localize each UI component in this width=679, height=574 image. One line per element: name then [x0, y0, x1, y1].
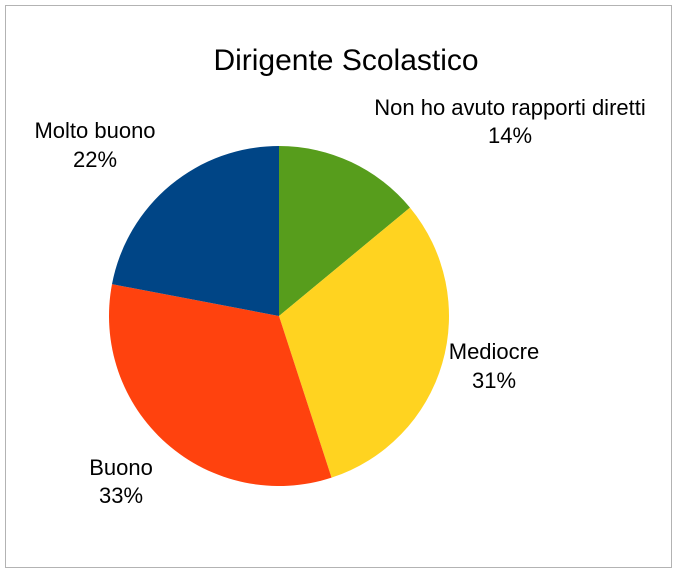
slice-label-1: Non ho avuto rapporti diretti — [374, 95, 646, 120]
slice-value-2: 31% — [472, 368, 516, 393]
chart-title: Dirigente Scolastico — [213, 44, 478, 77]
pie-slice-4 — [112, 146, 279, 316]
slice-value-1: 14% — [488, 123, 532, 148]
pie-slice-3 — [108, 284, 332, 486]
slice-value-3: 33% — [99, 483, 143, 508]
slice-label-3: Buono — [89, 455, 153, 480]
pie-slices — [108, 146, 450, 486]
pie-slice-2 — [279, 207, 450, 478]
slice-label-2: Mediocre — [449, 339, 539, 364]
slice-label-4: Molto buono — [34, 118, 155, 143]
slice-value-4: 22% — [73, 147, 117, 172]
pie-slice-1 — [279, 146, 410, 316]
pie-labels: Non ho avuto rapporti diretti 14% Mediocre… — [34, 95, 645, 508]
